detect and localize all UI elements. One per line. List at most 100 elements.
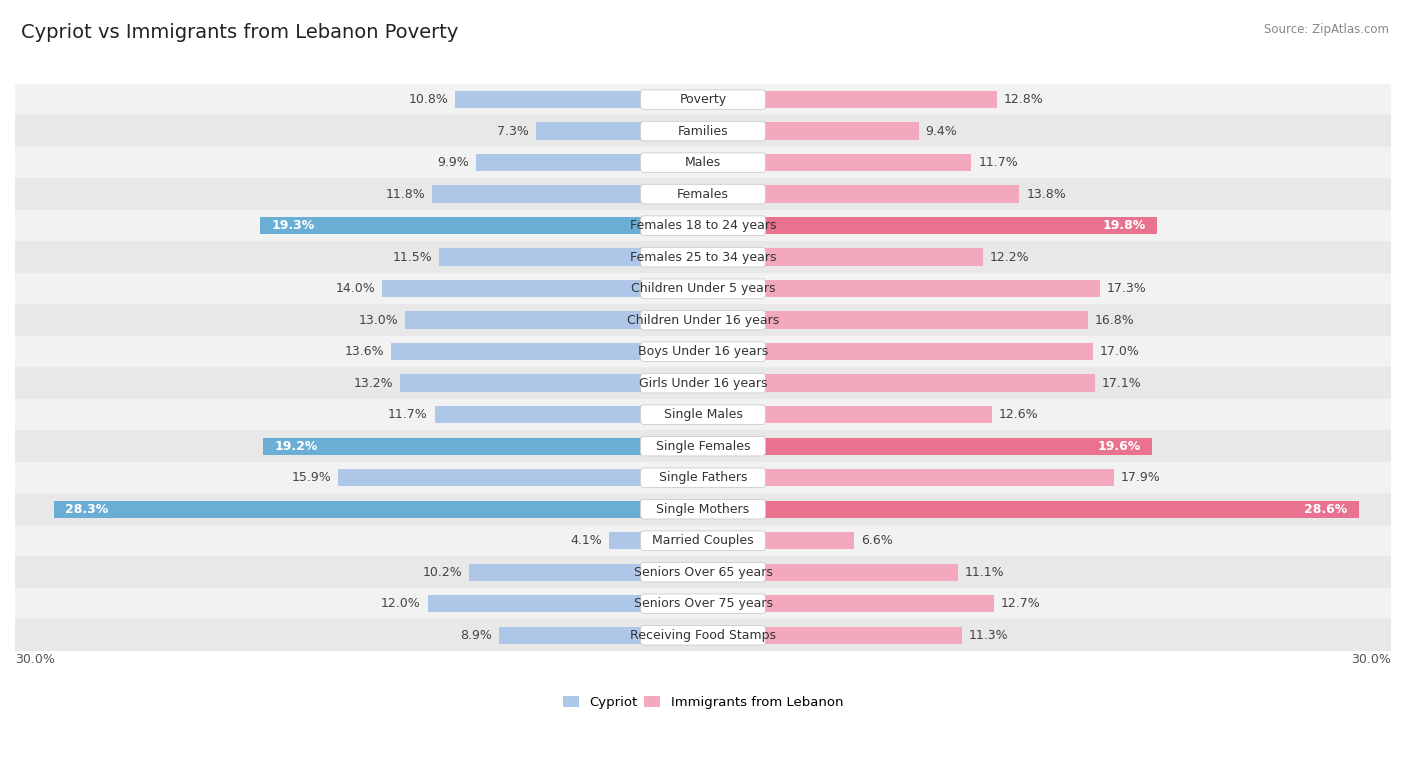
Bar [703,532,855,550]
Text: 19.6%: 19.6% [1098,440,1142,453]
FancyBboxPatch shape [641,89,765,109]
FancyBboxPatch shape [641,437,765,456]
Bar [703,249,983,266]
Bar [703,280,1099,297]
Bar [536,122,703,139]
Text: Females 18 to 24 years: Females 18 to 24 years [630,219,776,232]
Text: 12.2%: 12.2% [990,251,1029,264]
Bar [427,595,703,612]
Text: Females 25 to 34 years: Females 25 to 34 years [630,251,776,264]
Text: Families: Families [678,124,728,138]
Text: Children Under 16 years: Children Under 16 years [627,314,779,327]
Bar [15,462,1391,493]
Bar [391,343,703,360]
Bar [703,186,1019,202]
Text: 11.7%: 11.7% [388,408,427,421]
Text: Source: ZipAtlas.com: Source: ZipAtlas.com [1264,23,1389,36]
Bar [703,595,994,612]
Bar [703,374,1095,392]
Text: 30.0%: 30.0% [1351,653,1391,666]
FancyBboxPatch shape [641,405,765,424]
Text: Cypriot vs Immigrants from Lebanon Poverty: Cypriot vs Immigrants from Lebanon Pover… [21,23,458,42]
Bar [15,210,1391,241]
Text: 17.3%: 17.3% [1107,282,1146,295]
Text: 17.1%: 17.1% [1102,377,1142,390]
Bar [433,186,703,202]
Text: 19.3%: 19.3% [271,219,315,232]
Text: 11.1%: 11.1% [965,565,1004,578]
Text: 11.5%: 11.5% [392,251,433,264]
Bar [703,563,957,581]
Text: Seniors Over 75 years: Seniors Over 75 years [634,597,772,610]
Text: Children Under 5 years: Children Under 5 years [631,282,775,295]
Text: 19.8%: 19.8% [1102,219,1146,232]
Bar [15,619,1391,651]
Text: Girls Under 16 years: Girls Under 16 years [638,377,768,390]
Bar [401,374,703,392]
Text: 10.2%: 10.2% [422,565,463,578]
Text: 12.0%: 12.0% [381,597,420,610]
Bar [703,91,997,108]
Bar [703,469,1114,487]
Text: Males: Males [685,156,721,169]
Bar [477,154,703,171]
Bar [15,147,1391,178]
FancyBboxPatch shape [641,121,765,141]
Bar [15,115,1391,147]
FancyBboxPatch shape [641,342,765,362]
Bar [15,368,1391,399]
Text: 28.6%: 28.6% [1305,503,1347,515]
FancyBboxPatch shape [641,625,765,645]
Text: 12.8%: 12.8% [1004,93,1043,106]
Text: 11.3%: 11.3% [969,628,1008,642]
Bar [15,273,1391,305]
Bar [703,312,1088,329]
FancyBboxPatch shape [641,562,765,582]
Text: Seniors Over 65 years: Seniors Over 65 years [634,565,772,578]
Bar [15,336,1391,368]
Text: Receiving Food Stamps: Receiving Food Stamps [630,628,776,642]
Bar [15,84,1391,115]
Text: 28.3%: 28.3% [66,503,108,515]
Bar [499,627,703,644]
Text: 11.7%: 11.7% [979,156,1018,169]
Text: 12.6%: 12.6% [998,408,1039,421]
FancyBboxPatch shape [641,468,765,487]
FancyBboxPatch shape [641,153,765,172]
Bar [15,493,1391,525]
Text: 4.1%: 4.1% [571,534,602,547]
Bar [703,217,1157,234]
Text: 9.4%: 9.4% [925,124,957,138]
Text: 7.3%: 7.3% [496,124,529,138]
Text: 13.0%: 13.0% [359,314,398,327]
FancyBboxPatch shape [641,531,765,550]
Bar [470,563,703,581]
Bar [15,305,1391,336]
FancyBboxPatch shape [641,247,765,267]
Bar [434,406,703,423]
Text: Single Fathers: Single Fathers [659,471,747,484]
Text: 13.6%: 13.6% [344,345,384,358]
Bar [15,525,1391,556]
Text: 16.8%: 16.8% [1095,314,1135,327]
Bar [260,217,703,234]
Text: 15.9%: 15.9% [291,471,332,484]
Text: Single Males: Single Males [664,408,742,421]
FancyBboxPatch shape [641,216,765,236]
Text: 13.2%: 13.2% [354,377,394,390]
FancyBboxPatch shape [641,279,765,299]
Bar [15,556,1391,588]
Bar [703,406,993,423]
Bar [456,91,703,108]
FancyBboxPatch shape [641,594,765,613]
Text: 19.2%: 19.2% [274,440,318,453]
Bar [609,532,703,550]
Bar [15,241,1391,273]
Bar [339,469,703,487]
Bar [15,431,1391,462]
Bar [15,588,1391,619]
Bar [703,122,918,139]
Bar [703,500,1358,518]
Text: 13.8%: 13.8% [1026,187,1066,201]
FancyBboxPatch shape [641,500,765,519]
